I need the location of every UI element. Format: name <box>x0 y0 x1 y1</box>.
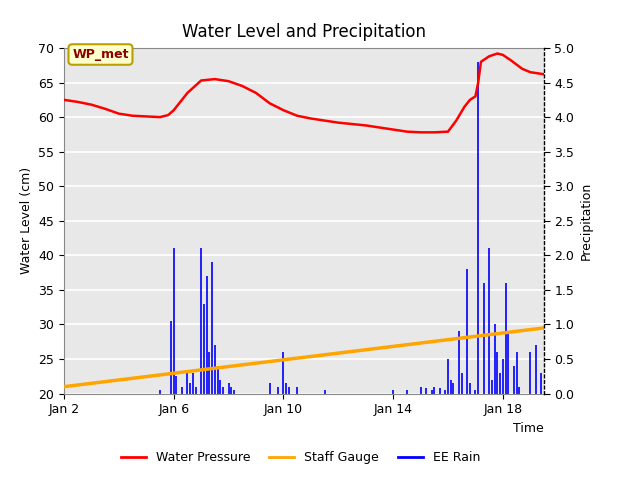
Y-axis label: Water Level (cm): Water Level (cm) <box>20 167 33 275</box>
Y-axis label: Precipitation: Precipitation <box>580 181 593 260</box>
X-axis label: Time: Time <box>513 422 544 435</box>
Title: Water Level and Precipitation: Water Level and Precipitation <box>182 23 426 41</box>
Legend: Water Pressure, Staff Gauge, EE Rain: Water Pressure, Staff Gauge, EE Rain <box>116 446 485 469</box>
Text: WP_met: WP_met <box>72 48 129 61</box>
